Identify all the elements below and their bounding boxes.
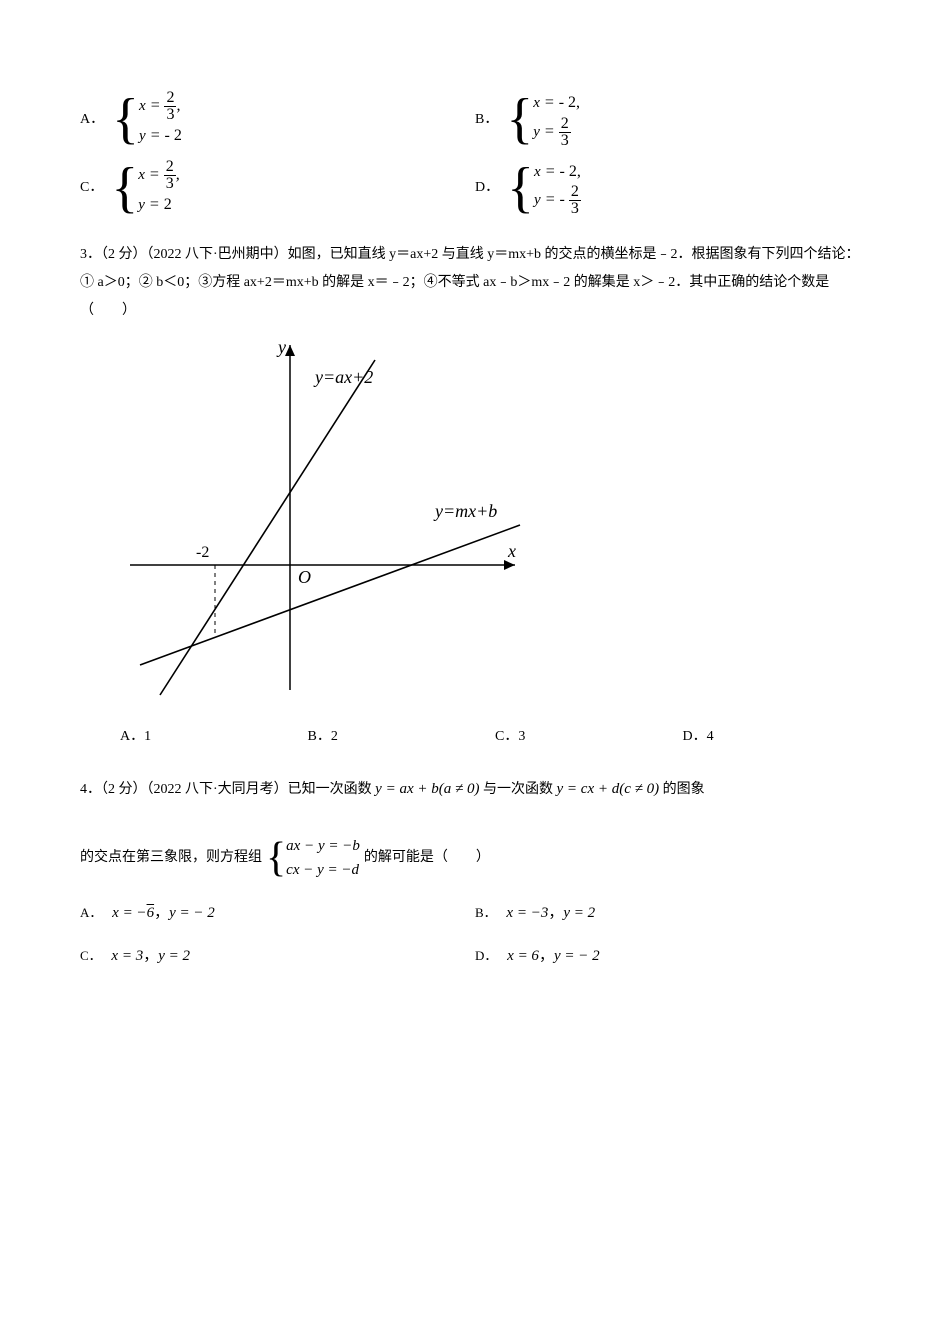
y-axis-label: y — [276, 337, 286, 357]
q3-stem: 3．（2 分）（2022 八下·巴州期中）如图，已知直线 y＝ax+2 与直线 … — [80, 241, 870, 325]
graph-svg: y x O -2 y=ax+2 y=mx+b — [120, 335, 540, 705]
q4-opt-A: A． x = −6，y = − 2 — [80, 900, 475, 927]
q4-stem-c: 与一次函数 — [483, 782, 557, 797]
q4-stem-line2: 的交点在第三象限，则方程组 { ax − y = −b cx − y = −d … — [80, 834, 870, 882]
q3-graph: y x O -2 y=ax+2 y=mx+b — [120, 335, 870, 714]
q4-func1: y = ax + b(a ≠ 0) — [375, 781, 479, 797]
opt-label: A． — [80, 107, 104, 132]
q3-options: A．1 B．2 C．3 D．4 — [120, 724, 870, 749]
q4-opt-D: D． x = 6，y = − 2 — [475, 943, 870, 970]
q4-func2: y = cx + d(c ≠ 0) — [557, 781, 660, 797]
opt-label: B． — [475, 107, 498, 132]
q4-options: A． x = −6，y = − 2 B． x = −3，y = 2 C． x =… — [80, 892, 870, 978]
label-minus2: -2 — [196, 544, 209, 561]
q4-sys-top: ax − y = −b — [286, 834, 360, 858]
label-ax: y=ax+2 — [313, 367, 373, 387]
q4-stem-line1: 4．（2 分）（2022 八下·大同月考）已知一次函数 y = ax + b(a… — [80, 774, 870, 804]
q2-row-1: A． { x = 23, y = - 2 B． { x = - 2, y = 2… — [80, 90, 870, 149]
x-axis-label: x — [507, 541, 516, 561]
q4-sys-bot: cx − y = −d — [286, 858, 360, 882]
origin-label: O — [298, 567, 311, 587]
q2-options: A． { x = 23, y = - 2 B． { x = - 2, y = 2… — [80, 90, 870, 217]
q4-stem-e: 的图象 — [663, 782, 705, 797]
q2-option-A: A． { x = 23, y = - 2 — [80, 90, 475, 149]
q2-option-B: B． { x = - 2, y = 23 — [475, 90, 870, 149]
label-mx: y=mx+b — [433, 501, 497, 521]
q4-stem-a: 4．（2 分）（2022 八下·大同月考）已知一次函数 — [80, 782, 375, 797]
q3-opt-C: C．3 — [495, 724, 683, 749]
q2-option-D: D． { x = - 2, y = - 23 — [475, 159, 870, 218]
q2-option-C: C． { x = 23, y = 2 — [80, 159, 475, 218]
q3-opt-A: A．1 — [120, 724, 308, 749]
q3-opt-B: B．2 — [308, 724, 496, 749]
opt-label: C． — [80, 175, 103, 200]
opt-label: D． — [475, 175, 499, 200]
q4-opt-B: B． x = −3，y = 2 — [475, 900, 870, 927]
q2-row-2: C． { x = 23, y = 2 D． { x = - 2, y = - 2… — [80, 159, 870, 218]
q4-opt-C: C． x = 3，y = 2 — [80, 943, 475, 970]
q3-opt-D: D．4 — [683, 724, 871, 749]
q4-stem-f: 的交点在第三象限，则方程组 — [80, 844, 262, 872]
q4-stem-g: 的解可能是（ ） — [364, 844, 490, 872]
